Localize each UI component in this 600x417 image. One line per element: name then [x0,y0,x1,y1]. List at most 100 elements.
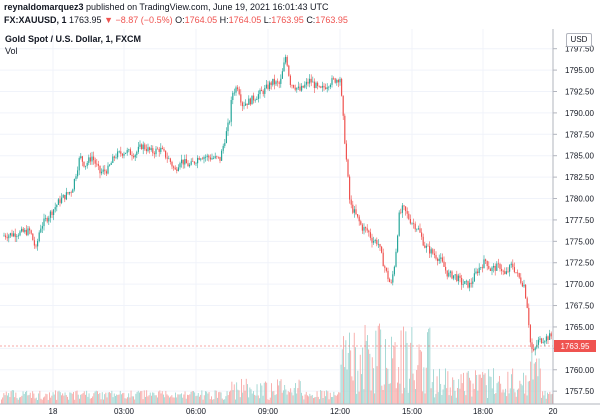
volume-bar [347,352,349,404]
volume-bar [113,393,115,404]
volume-bar [151,395,152,404]
candle-body [318,85,320,87]
volume-bar [169,397,170,404]
volume-bar [218,392,220,404]
volume-bar [157,397,158,404]
candle-body [110,162,112,165]
publish-line: reynaldomarquez3 published on TradingVie… [4,2,329,12]
volume-bar [13,390,14,404]
candle-body [38,232,40,242]
candle-body [179,163,181,168]
candle-body [401,205,403,213]
candle-body [496,263,498,271]
candle-body [145,149,147,152]
candle-body [104,169,106,172]
volume-bar [363,389,365,404]
price-tick-label: 1777.50 [565,216,594,225]
volume-bar [435,393,437,404]
volume-bar [272,391,274,404]
volume-bar [119,390,121,404]
volume-bar [415,389,416,404]
volume-bar [503,392,505,404]
candle-body [107,165,109,174]
candle-body [5,235,7,238]
candle-body [294,87,296,90]
price-tick-label: 1790.00 [565,109,594,118]
volume-bar [118,394,120,404]
volume-bar [535,362,536,404]
candle-body [115,157,117,158]
candle-body [267,84,269,89]
volume-bar [11,390,13,404]
candle-body [14,233,16,238]
candle-body [488,266,490,269]
candle-body [251,95,253,105]
volume-bar [429,327,431,404]
price-scale: 1797.50 1795.00 1792.50 1790.00 1787.50 1785.… [553,45,594,396]
volume-bar [7,395,8,404]
candle-body [158,149,160,152]
volume-bar [425,367,427,404]
candle-body [398,212,400,236]
volume-bar [352,380,354,404]
currency-button[interactable]: USD [566,33,592,47]
candle-body [534,347,536,351]
candle-body [291,84,293,86]
volume-bar [505,388,506,404]
chart-legend-volume[interactable]: Vol [5,46,18,56]
candle-body [301,85,303,91]
volume-bar [268,399,270,404]
volume-bar [501,392,503,404]
volume-bar [290,388,292,404]
candle-body [299,86,301,91]
candle-body [480,267,482,268]
volume-bar [33,393,35,404]
volume-bar [233,384,235,404]
volume-bar [58,390,60,404]
volume-bar [110,393,112,404]
candle-body [184,159,186,165]
candle-body [126,150,128,153]
volume-bar [148,395,150,404]
candle-body [97,164,99,166]
volume-bar [406,342,408,404]
price-tick-label: 1780.00 [565,195,594,204]
volume-bar [82,393,84,404]
candle-body [285,56,287,63]
candle-body [368,230,370,233]
time-tick-label: 20 [549,407,558,416]
candle-body [94,160,96,164]
volume-bar [349,332,350,404]
candle-body [472,281,474,284]
candle-body [205,156,207,158]
candle-body [501,268,503,272]
candle-body [357,214,359,217]
chart-legend-title[interactable]: Gold Spot / U.S. Dollar, 1, FXCM [5,34,142,44]
candle-body [45,218,47,219]
volume-bar [123,392,125,404]
candle-body [269,82,271,89]
volume-bar [387,368,389,404]
volume-bar [292,395,294,404]
price-tick-label: 1772.50 [565,259,594,268]
candle-body [257,94,259,99]
volume-bar [52,392,54,404]
author-name[interactable]: reynaldomarquez3 [4,2,84,12]
candle-body [550,333,552,337]
volume-bar [79,398,80,404]
volume-bar [116,394,118,404]
volume-bar [472,383,474,404]
volume-bar [296,393,298,404]
candle-body [219,156,221,161]
volume-bar [267,399,269,404]
volume-bar [50,397,52,404]
price-chart[interactable]: 1797.50 1795.00 1792.50 1790.00 1787.50 1785.… [0,29,600,417]
candle-body [384,266,386,268]
candle-body [142,144,144,150]
candle-body [17,235,19,237]
volume-bar [448,395,450,404]
volume-bar [517,389,518,404]
volume-bar [416,370,418,404]
volume-bar [265,381,266,404]
price-tick-label: 1792.50 [565,88,594,97]
